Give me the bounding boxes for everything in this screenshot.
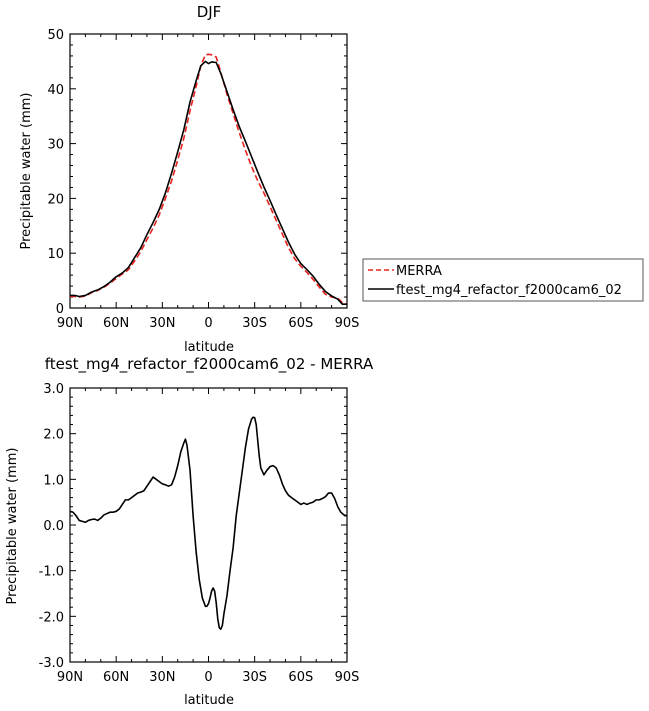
bottom-chart-x-tick-label: 60N	[103, 670, 129, 685]
legend-label-merra: MERRA	[396, 264, 442, 279]
top-chart-y-axis-label: Precipitable water (mm)	[19, 93, 34, 250]
top-chart-y-tick-label: 20	[47, 192, 64, 207]
bottom-chart-x-tick-label: 0	[204, 670, 212, 685]
legend-box	[362, 258, 644, 302]
top-chart-x-tick-label: 30N	[149, 316, 175, 331]
bottom-chart-title: ftest_mg4_refactor_f2000cam6_02 - MERRA	[45, 355, 374, 374]
top-chart-title: DJF	[197, 3, 222, 21]
top-chart-frame	[69, 33, 348, 309]
top-chart-x-tick-label: 90S	[335, 316, 360, 331]
top-chart-x-tick-label: 30S	[242, 316, 267, 331]
top-chart-x-tick-label: 60S	[288, 316, 313, 331]
bottom-chart-y-tick-label: 3.0	[43, 382, 64, 397]
bottom-chart-y-tick-label: -1.0	[39, 565, 64, 580]
bottom-chart-y-tick-label: 2.0	[43, 428, 64, 443]
bottom-chart-x-tick-label: 90N	[57, 670, 83, 685]
bottom-chart-series-line-1	[69, 416, 348, 630]
bottom-chart-x-axis-label: latitude	[184, 693, 234, 708]
bottom-chart-y-tick-label: 0.0	[43, 519, 64, 534]
bottom-chart-x-tick-label: 60S	[288, 670, 313, 685]
bottom-chart-frame	[69, 387, 348, 663]
top-chart-y-tick-label: 40	[47, 83, 64, 98]
top-chart-series-line-1	[70, 53, 348, 305]
legend: MERRA ftest_mg4_refactor_f2000cam6_02	[362, 258, 644, 302]
bottom-chart-plot: 90N 60N 30N 0 30S 60S 90S -3.0 -2.0 -1.0 0.0 1.0 2.0…	[39, 382, 360, 685]
bottom-chart-y-tick-label: 1.0	[43, 473, 64, 488]
top-chart-y-tick-label: 0	[56, 302, 64, 317]
bottom-chart-x-tick-label: 30N	[149, 670, 175, 685]
top-chart-x-tick-label: 90N	[57, 316, 83, 331]
bottom-chart-x-tick-label: 90S	[335, 670, 360, 685]
top-chart-x-axis-label: latitude	[184, 340, 234, 355]
top-chart-plot: 90N 60N 30N 0 30S 60S 90S 0 10 20 30 40 50	[47, 28, 359, 331]
bottom-chart-x-tick-label: 30S	[242, 670, 267, 685]
legend-label-model: ftest_mg4_refactor_f2000cam6_02	[396, 283, 622, 298]
top-chart-series-line-2	[70, 60, 347, 305]
top-chart-y-tick-label: 10	[47, 247, 64, 262]
bottom-chart-y-tick-label: -2.0	[39, 610, 64, 625]
top-chart-x-tick-label: 60N	[103, 316, 129, 331]
bottom-chart-y-tick-label: -3.0	[39, 656, 64, 671]
top-chart-y-tick-label: 50	[47, 28, 64, 43]
top-chart-y-tick-label: 30	[47, 138, 64, 153]
top-chart-x-tick-label: 0	[204, 316, 212, 331]
bottom-chart-y-axis-label: Precipitable water (mm)	[5, 448, 20, 605]
